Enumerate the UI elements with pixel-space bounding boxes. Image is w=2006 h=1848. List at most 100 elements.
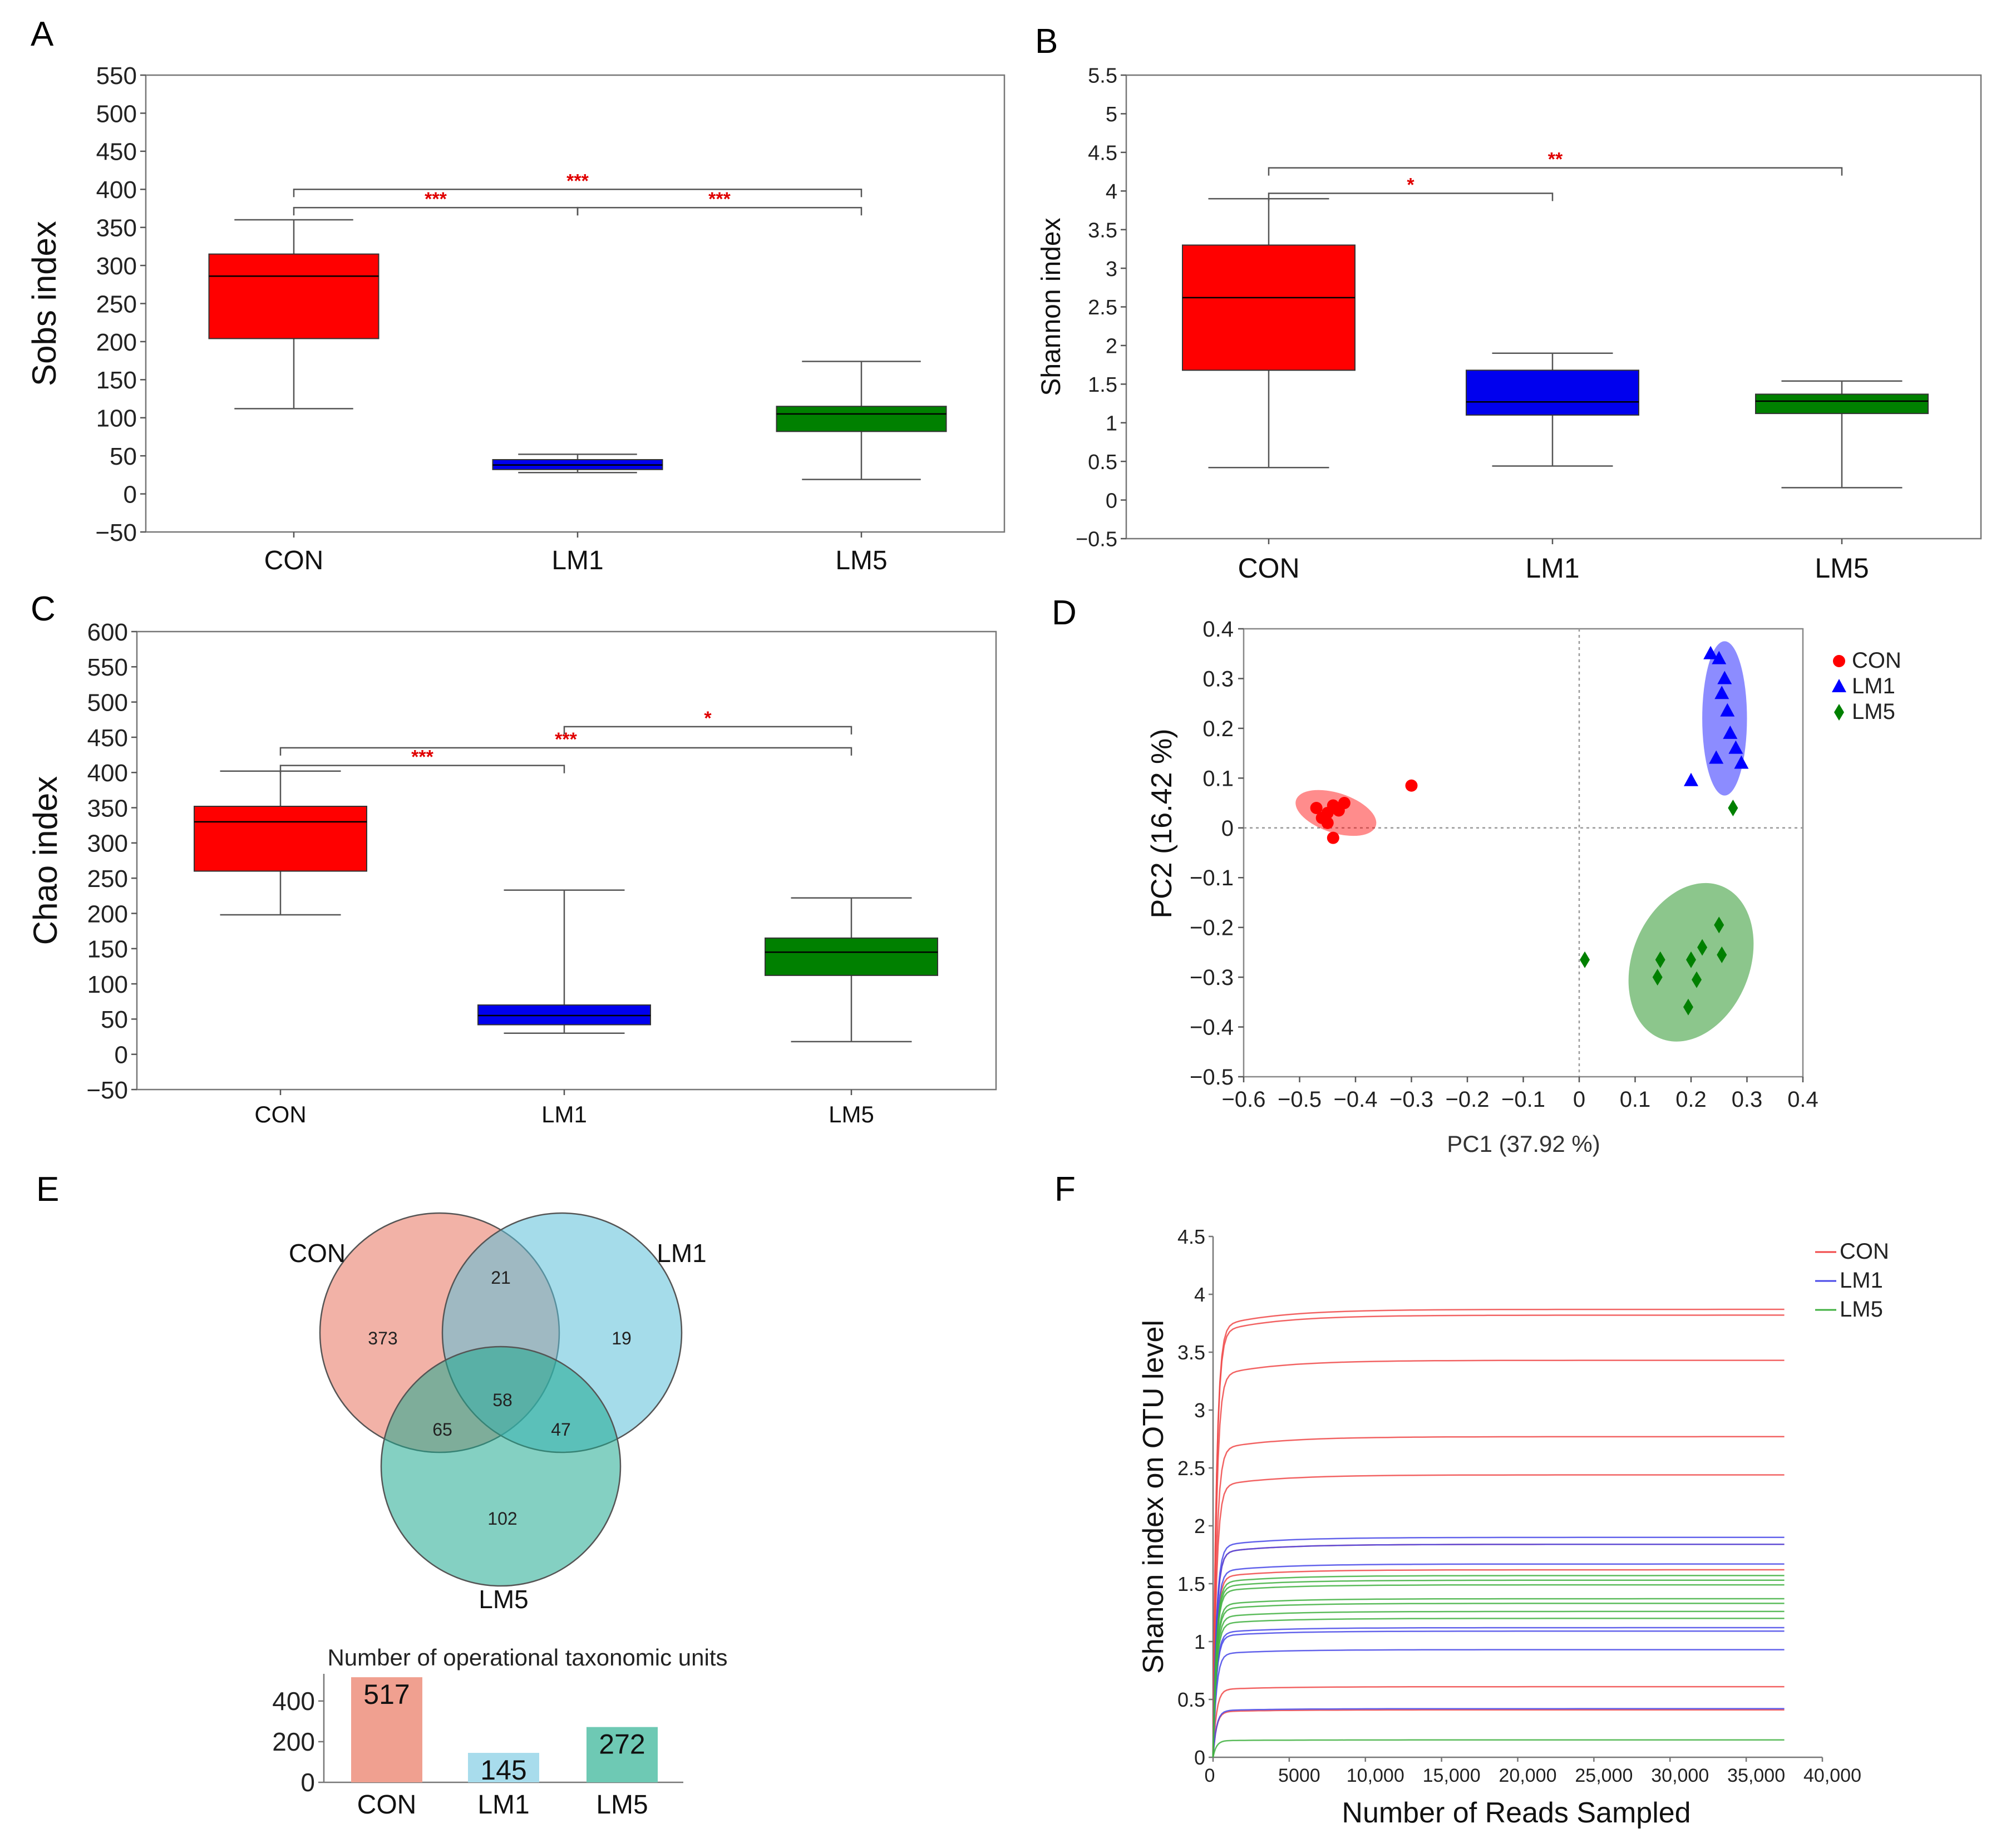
y-axis-label: PC2 (16.42 %) bbox=[1146, 728, 1178, 918]
point-LM1-5 bbox=[1723, 725, 1738, 739]
curve-LM1-4 bbox=[1212, 1630, 1785, 1758]
x-tick-label-8: 40,000 bbox=[1803, 1765, 1861, 1786]
legend-label-LM1: LM1 bbox=[1852, 674, 1895, 698]
y-tick-label-11: 500 bbox=[87, 689, 128, 716]
y-axis-label: Shannon index bbox=[1037, 218, 1066, 396]
point-LM5-9 bbox=[1683, 998, 1693, 1016]
curve-CON-7 bbox=[1212, 1686, 1785, 1758]
curve-CON-2 bbox=[1212, 1359, 1785, 1758]
y-tick-label-11: 5 bbox=[1106, 103, 1117, 126]
bar-value-CON: 517 bbox=[363, 1679, 410, 1710]
venn-set-label-LM1: LM1 bbox=[657, 1239, 706, 1268]
box-LM5 bbox=[1755, 393, 1929, 415]
y-tick-label-0: −0.5 bbox=[1076, 528, 1117, 551]
y-tick-label-12: 550 bbox=[87, 654, 128, 681]
y-tick-label-4: 2 bbox=[1194, 1515, 1205, 1537]
box-CON bbox=[208, 253, 379, 339]
box-LM1 bbox=[477, 1004, 651, 1026]
y-tick-label-8: 350 bbox=[87, 795, 128, 822]
curve-CON-1 bbox=[1212, 1314, 1785, 1758]
legend-label-LM1: LM1 bbox=[1840, 1268, 1883, 1293]
panel-c-chao-boxplot: −50 0 50 100 150 200 250 300 350 400 450 500 550 600 C… bbox=[27, 619, 997, 1127]
y-tick-label-5: 2.5 bbox=[1177, 1457, 1205, 1480]
y-tick-label-7: 0.2 bbox=[1202, 717, 1234, 741]
significance-bracket-2 bbox=[563, 726, 852, 735]
y-tick-label-3: 1 bbox=[1106, 412, 1117, 435]
point-CON-0 bbox=[1310, 802, 1323, 814]
curve-LM5-6 bbox=[1212, 1618, 1785, 1758]
curve-LM1-2 bbox=[1212, 1563, 1785, 1758]
point-LM1-3 bbox=[1714, 686, 1729, 699]
point-LM5-6 bbox=[1714, 916, 1724, 934]
point-CON-6 bbox=[1327, 831, 1339, 844]
y-tick-label-2: 1 bbox=[1194, 1630, 1205, 1653]
bar-y-tick-label-0: 0 bbox=[300, 1768, 315, 1797]
legend-label-LM5: LM5 bbox=[1852, 699, 1895, 724]
x-tick-label-2: −0.4 bbox=[1334, 1087, 1378, 1112]
x-tick-label-5: 25,000 bbox=[1575, 1765, 1633, 1786]
legend-label-LM5: LM5 bbox=[1840, 1297, 1883, 1322]
curve-CON-0 bbox=[1212, 1308, 1785, 1758]
y-tick-label-2: −0.3 bbox=[1190, 965, 1234, 990]
x-tick-label-CON: CON bbox=[254, 1101, 306, 1127]
legend-marker-CON bbox=[1833, 655, 1845, 667]
y-tick-label-1: −0.4 bbox=[1190, 1016, 1234, 1040]
x-tick-label-6: 0 bbox=[1573, 1087, 1585, 1112]
y-tick-label-10: 450 bbox=[96, 139, 137, 166]
x-tick-label-7: 0.1 bbox=[1620, 1087, 1651, 1112]
y-tick-label-9: 400 bbox=[87, 760, 128, 787]
venn-region-con-lm1: 21 bbox=[491, 1268, 511, 1288]
x-tick-label-2: 10,000 bbox=[1347, 1765, 1404, 1786]
y-tick-label-13: 600 bbox=[87, 619, 128, 646]
y-tick-label-6: 250 bbox=[87, 865, 128, 893]
x-tick-label-1: 5000 bbox=[1278, 1765, 1320, 1786]
bar-category-LM1: LM1 bbox=[477, 1790, 529, 1820]
venn-region-con-lm5: 65 bbox=[432, 1420, 452, 1440]
significance-label-0: *** bbox=[411, 747, 433, 768]
point-LM1-0 bbox=[1703, 645, 1718, 659]
curve-LM5-2 bbox=[1212, 1584, 1785, 1758]
y-tick-label-0: −50 bbox=[86, 1077, 128, 1104]
y-tick-label-3: −0.2 bbox=[1190, 916, 1234, 940]
y-tick-label-0: 0 bbox=[1194, 1746, 1205, 1769]
y-tick-label-5: 200 bbox=[96, 329, 137, 356]
x-tick-label-4: 20,000 bbox=[1499, 1765, 1557, 1786]
x-tick-label-1: −0.5 bbox=[1278, 1087, 1322, 1112]
x-tick-label-LM5: LM5 bbox=[829, 1101, 874, 1127]
y-tick-label-0: −50 bbox=[95, 519, 137, 546]
significance-label-2: *** bbox=[566, 170, 589, 191]
x-tick-label-8: 0.2 bbox=[1675, 1087, 1707, 1112]
y-tick-label-7: 3 bbox=[1106, 258, 1117, 281]
y-tick-label-6: 250 bbox=[96, 290, 137, 318]
significance-bracket-1 bbox=[1268, 167, 1843, 176]
curve-CON-6 bbox=[1212, 1569, 1785, 1758]
y-tick-label-3: 100 bbox=[96, 405, 137, 432]
y-tick-label-7: 300 bbox=[96, 253, 137, 280]
y-tick-label-8: 350 bbox=[96, 215, 137, 242]
box-CON bbox=[194, 806, 367, 872]
bar-category-LM5: LM5 bbox=[596, 1790, 648, 1820]
y-tick-label-11: 500 bbox=[96, 100, 137, 127]
y-tick-label-3: 100 bbox=[87, 971, 128, 998]
x-tick-label-CON: CON bbox=[1238, 553, 1299, 584]
x-tick-label-4: −0.2 bbox=[1446, 1087, 1490, 1112]
bar-value-LM1: 145 bbox=[480, 1755, 526, 1786]
point-LM1-2 bbox=[1717, 671, 1732, 684]
significance-label-1: *** bbox=[708, 189, 731, 210]
panel-letter-c: C bbox=[31, 590, 56, 628]
point-LM5-7 bbox=[1717, 946, 1727, 963]
panel-letter-f: F bbox=[1054, 1170, 1076, 1209]
y-tick-label-5: 200 bbox=[87, 900, 128, 928]
bar-value-LM5: 272 bbox=[599, 1729, 645, 1760]
x-tick-label-LM1: LM1 bbox=[551, 546, 603, 575]
legend-marker-LM5 bbox=[1834, 704, 1844, 721]
legend-label-CON: CON bbox=[1840, 1239, 1889, 1264]
x-tick-label-5: −0.1 bbox=[1501, 1087, 1545, 1112]
point-LM5-0 bbox=[1728, 800, 1738, 816]
panel-letter-b: B bbox=[1035, 22, 1058, 61]
y-tick-label-4: 150 bbox=[96, 367, 137, 394]
significance-label-1: ** bbox=[1548, 149, 1563, 170]
x-tick-label-3: −0.3 bbox=[1389, 1087, 1433, 1112]
bar-title: Number of operational taxonomic units bbox=[327, 1644, 727, 1670]
box-LM1 bbox=[1466, 369, 1639, 416]
